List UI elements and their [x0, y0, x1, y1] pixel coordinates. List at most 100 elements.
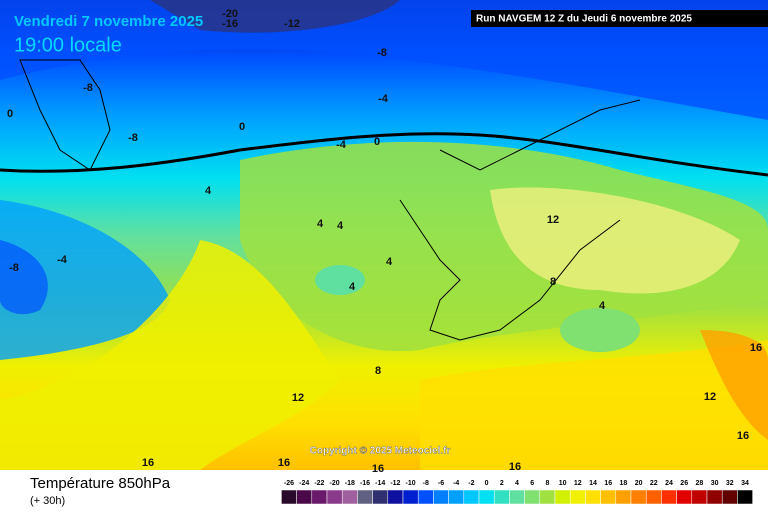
copyright: Copyright © 2025 Meteociel.fr	[310, 446, 451, 457]
contour-label: 4	[599, 300, 606, 312]
contour-label: 0	[239, 121, 245, 133]
contour-label: 0	[374, 136, 380, 148]
contour-label: 16	[509, 461, 521, 473]
contour-label: 12	[547, 214, 559, 226]
scale-swatch	[402, 489, 419, 505]
scale-label: 24	[665, 480, 673, 487]
scale-label: 30	[711, 480, 719, 487]
contour-label: 12	[292, 392, 304, 404]
scale-label: 8	[545, 480, 549, 487]
scale-label: 4	[515, 480, 519, 487]
contour-label: 4	[337, 220, 344, 232]
contour-label: 12	[704, 391, 716, 403]
scale-label: 0	[485, 480, 489, 487]
scale-swatch	[585, 489, 601, 505]
scale-swatch	[478, 489, 495, 505]
scale-label: 12	[574, 480, 582, 487]
footer-title: Température 850hPa	[30, 475, 171, 492]
scale-swatch	[645, 489, 662, 505]
scale-swatch	[539, 489, 556, 505]
contour-label: -20	[222, 8, 238, 20]
scale-swatch	[463, 489, 480, 505]
contour-label: 16	[737, 430, 749, 442]
map-date: Vendredi 7 novembre 2025	[14, 13, 203, 30]
contour-label: -12	[284, 18, 300, 30]
scale-swatch	[296, 489, 313, 505]
contour-label: -8	[128, 132, 138, 144]
scale-swatch	[372, 489, 389, 505]
scale-swatch	[569, 489, 586, 505]
scale-swatch	[615, 489, 632, 505]
scale-swatch	[417, 489, 434, 505]
contour-label: 16	[142, 457, 154, 469]
scale-swatch	[281, 489, 297, 505]
scale-label: -24	[299, 480, 309, 487]
contour-label: 0	[7, 108, 13, 120]
contour-label: 4	[317, 218, 324, 230]
contour-label: -4	[57, 254, 68, 266]
scale-label: 20	[635, 480, 643, 487]
scale-label: 2	[500, 480, 504, 487]
scale-label: -10	[406, 480, 416, 487]
scale-swatch	[357, 489, 373, 505]
scale-label: 34	[741, 480, 749, 487]
scale-swatch	[737, 489, 753, 505]
scale-label: -18	[345, 480, 355, 487]
scale-label: -2	[468, 480, 474, 487]
contour-label: 16	[750, 342, 762, 354]
map-time: 19:00 locale	[14, 34, 122, 56]
contour-labels: -20-16 -12 -8 -8 -8 -4 -4 -4 -8 0 0 0 4 4 4 4 4 4 12 8 8 12 12…	[7, 8, 762, 475]
scale-label: -8	[423, 480, 429, 487]
scale-label: 6	[530, 480, 534, 487]
contour-label: 8	[550, 276, 556, 288]
scale-label: 10	[559, 480, 567, 487]
scale-label: -6	[438, 480, 444, 487]
scale-swatch	[524, 489, 541, 505]
contour-label: 16	[278, 457, 290, 469]
scale-swatch	[706, 489, 723, 505]
scale-swatch	[676, 489, 693, 505]
scale-swatch	[311, 489, 328, 505]
contour-label: -8	[9, 262, 19, 274]
scale-label: -26	[284, 480, 294, 487]
scale-label: 18	[620, 480, 628, 487]
scale-swatch	[326, 489, 343, 505]
contour-label: 4	[205, 185, 212, 197]
scale-label: 14	[589, 480, 597, 487]
contour-label: -4	[336, 139, 347, 151]
scale-label: 16	[604, 480, 612, 487]
scale-swatch	[691, 489, 708, 505]
run-info: Run NAVGEM 12 Z du Jeudi 6 novembre 2025	[476, 14, 692, 25]
scale-swatch	[493, 489, 510, 505]
scale-swatch	[721, 489, 738, 505]
contour-label: 4	[349, 281, 356, 293]
scale-swatch	[554, 489, 571, 505]
contour-label: 8	[375, 365, 381, 377]
scale-label: 28	[696, 480, 704, 487]
scale-label: -12	[390, 480, 400, 487]
contour-label: 16	[372, 463, 384, 475]
scale-swatch	[630, 489, 647, 505]
scale-swatch	[341, 489, 358, 505]
scale-swatch	[387, 489, 404, 505]
contour-label: -8	[83, 82, 93, 94]
scale-label: 26	[680, 480, 688, 487]
contour-label: -16	[222, 18, 238, 30]
scale-label: 32	[726, 480, 734, 487]
scale-swatch	[600, 489, 617, 505]
scale-label: 22	[650, 480, 658, 487]
scale-swatch	[661, 489, 677, 505]
contour-label: 4	[386, 256, 393, 268]
color-scale: -26 -24 -22 -20 -18 -16 -14 -12 -10 -8 -6 -4 -2 0 2 4 6 8…	[281, 480, 753, 505]
scale-swatch	[433, 489, 449, 505]
map	[0, 0, 768, 470]
footer-lead: (+ 30h)	[30, 495, 65, 507]
scale-label: -14	[375, 480, 385, 487]
scale-label: -22	[314, 480, 324, 487]
scale-label: -4	[453, 480, 459, 487]
scale-label: -16	[360, 480, 370, 487]
contour-label: -8	[377, 47, 387, 59]
scale-swatch	[509, 489, 525, 505]
